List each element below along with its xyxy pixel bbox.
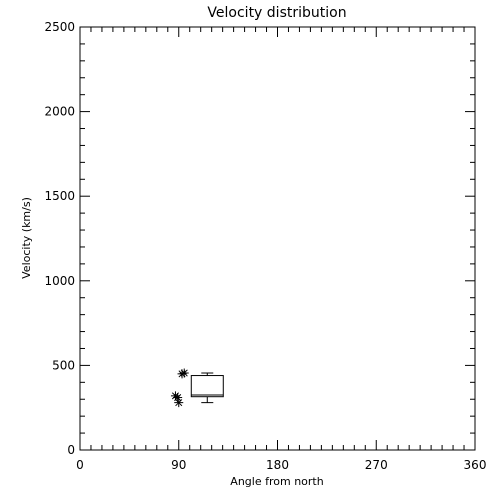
data-point-asterisk [179,368,189,378]
y-axis-label: Velocity (km/s) [20,197,33,279]
chart-title: Velocity distribution [207,5,346,21]
axis-ticks [79,26,476,451]
asterisk-stroke [175,399,183,407]
y-tick-label: 500 [52,358,75,372]
y-tick-label: 2000 [44,105,75,119]
tick-labels: 0 90 180 270 360 0 500 1000 1500 2000 2500 [44,20,486,472]
plot-frame [79,26,476,451]
x-tick-label: 360 [464,458,487,472]
y-tick-label: 0 [67,443,75,457]
asterisk-stroke [180,369,188,377]
y-tick-label: 1500 [44,189,75,203]
y-tick-label: 2500 [44,20,75,34]
x-tick-label: 0 [76,458,84,472]
x-tick-label: 270 [365,458,388,472]
x-tick-label: 90 [171,458,186,472]
box-iqr [190,375,224,398]
y-tick-label: 1000 [44,274,75,288]
data-marks [170,368,224,408]
x-tick-label: 180 [266,458,289,472]
x-axis-label: Angle from north [230,475,323,488]
data-point-asterisk [174,398,184,408]
